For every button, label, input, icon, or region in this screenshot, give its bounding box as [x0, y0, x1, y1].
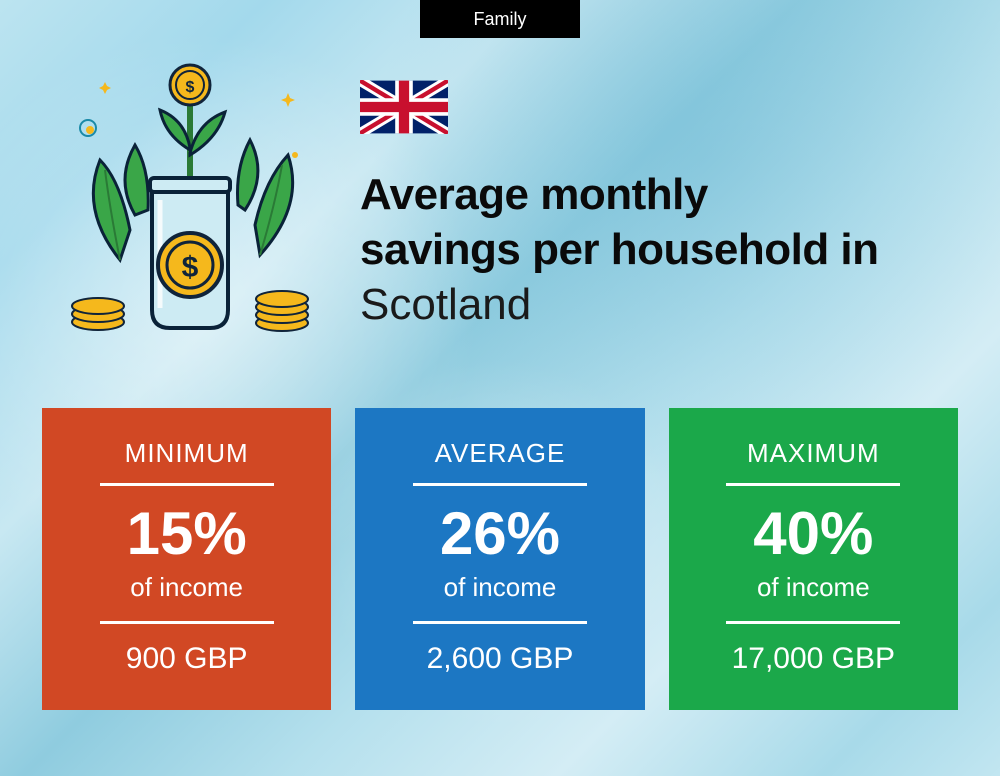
card-divider — [100, 621, 274, 624]
card-label: MAXIMUM — [747, 438, 880, 469]
card-percent: 40% — [753, 504, 873, 564]
category-badge-label: Family — [474, 9, 527, 30]
savings-jar-illustration: $ $ — [60, 60, 320, 340]
card-percent: 15% — [127, 504, 247, 564]
card-label: MINIMUM — [125, 438, 249, 469]
card-label: AVERAGE — [435, 438, 566, 469]
svg-text:$: $ — [182, 251, 199, 284]
title-area: Average monthly savings per household in… — [360, 60, 960, 340]
stat-card-minimum: MINIMUM 15% of income 900 GBP — [42, 408, 331, 710]
title-line-1: Average monthly — [360, 167, 960, 222]
card-divider — [726, 483, 900, 486]
card-percent: 26% — [440, 504, 560, 564]
category-badge: Family — [420, 0, 580, 38]
stat-card-average: AVERAGE 26% of income 2,600 GBP — [355, 408, 644, 710]
title-line-2: savings per household in — [360, 222, 960, 277]
card-subtext: of income — [444, 572, 557, 603]
svg-text:$: $ — [186, 79, 195, 96]
card-amount: 2,600 GBP — [427, 642, 574, 676]
card-subtext: of income — [130, 572, 243, 603]
card-amount: 900 GBP — [126, 642, 248, 676]
stat-card-maximum: MAXIMUM 40% of income 17,000 GBP — [669, 408, 958, 710]
header-section: $ $ — [60, 60, 960, 340]
card-subtext: of income — [757, 572, 870, 603]
card-amount: 17,000 GBP — [732, 642, 895, 676]
card-divider — [413, 621, 587, 624]
title-region: Scotland — [360, 277, 960, 332]
card-divider — [100, 483, 274, 486]
stat-cards-row: MINIMUM 15% of income 900 GBP AVERAGE 26… — [42, 408, 958, 710]
card-divider — [726, 621, 900, 624]
card-divider — [413, 483, 587, 486]
uk-flag-icon — [360, 80, 448, 134]
